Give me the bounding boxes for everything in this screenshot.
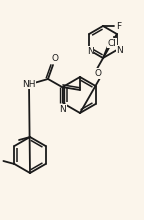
Text: N: N — [60, 104, 66, 114]
Text: NH: NH — [22, 79, 36, 88]
Text: Cl: Cl — [108, 38, 116, 48]
Text: N: N — [116, 46, 123, 55]
Text: O: O — [95, 69, 102, 78]
Text: N: N — [87, 46, 93, 55]
Text: O: O — [52, 53, 58, 62]
Text: F: F — [116, 22, 122, 31]
